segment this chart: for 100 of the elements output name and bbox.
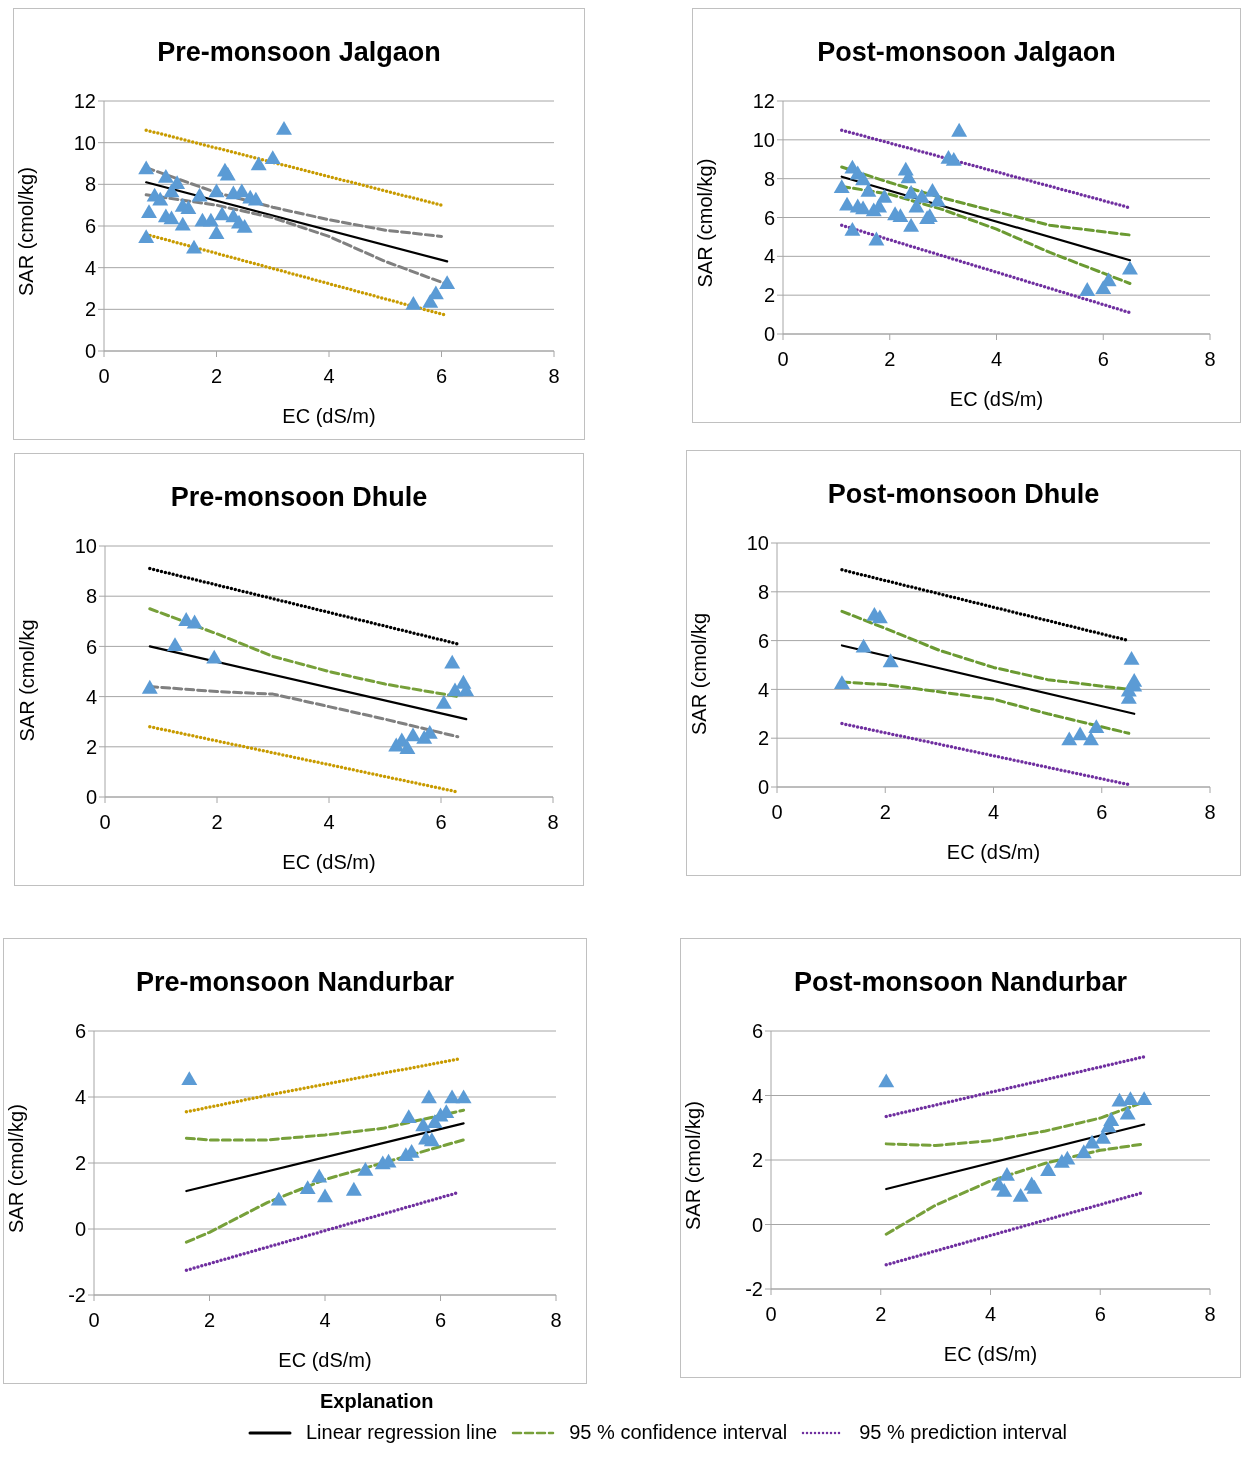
y-tick-label: 12 — [752, 90, 775, 113]
y-tick-label: 0 — [763, 323, 775, 346]
x-tick-label: 2 — [203, 1309, 216, 1332]
y-tick-label: 4 — [763, 245, 775, 268]
point — [208, 225, 225, 239]
y-tick-label: 8 — [84, 173, 96, 196]
x-tick-label: 6 — [435, 365, 448, 388]
chart-title: Post-monsoon Jalgaon — [816, 37, 1117, 69]
y-tick-label: 6 — [763, 206, 775, 229]
point — [181, 1071, 198, 1086]
x-axis-title: EC (dS/m) — [282, 405, 376, 427]
point — [1088, 719, 1105, 734]
x-tick-label: 8 — [1204, 1303, 1216, 1326]
point — [208, 183, 225, 198]
point — [138, 229, 155, 244]
point — [270, 1191, 287, 1206]
point — [878, 1073, 895, 1088]
x-tick-label: 8 — [547, 811, 559, 834]
x-tick-label: 4 — [984, 1303, 997, 1326]
y-axis-title: SAR (cmol/kg) — [682, 1101, 705, 1230]
point — [141, 204, 157, 219]
point — [405, 295, 422, 310]
y-tick-label: 6 — [84, 215, 96, 238]
point — [833, 675, 850, 690]
point — [276, 120, 292, 135]
point — [871, 609, 888, 624]
point — [996, 1183, 1013, 1197]
point — [311, 1168, 328, 1183]
point — [913, 188, 930, 203]
y-axis-title: SAR (cmol/kg) — [5, 1104, 28, 1233]
y-tick-label: 2 — [751, 1149, 763, 1172]
line-series — [184, 1108, 466, 1142]
point — [141, 679, 158, 694]
point — [202, 212, 219, 227]
chart-title: Post-monsoon Dhule — [826, 479, 1101, 511]
point — [1082, 731, 1099, 746]
point — [163, 210, 180, 225]
y-tick-label: 6 — [74, 1020, 86, 1043]
point — [422, 293, 439, 308]
point — [855, 171, 872, 186]
y-tick-label: 2 — [74, 1152, 86, 1175]
point — [1121, 260, 1138, 275]
x-tick-label: 6 — [1094, 1303, 1106, 1326]
point — [1012, 1187, 1029, 1202]
point — [236, 218, 253, 233]
y-tick-label: 6 — [751, 1020, 763, 1043]
point — [868, 231, 885, 246]
point — [405, 727, 421, 742]
point — [444, 654, 461, 669]
x-tick-label: 6 — [1096, 801, 1108, 824]
y-axis-title: SAR (cmol/kg) — [694, 158, 717, 288]
point — [138, 160, 155, 175]
point — [299, 1180, 316, 1194]
x-tick-label: 6 — [1097, 348, 1109, 371]
x-tick-label: 8 — [550, 1309, 562, 1332]
point — [423, 1132, 440, 1147]
point — [882, 653, 899, 668]
point — [1122, 1091, 1139, 1105]
chart-title: Pre-monsoon Jalgaon — [156, 37, 442, 69]
legend-title: Explanation — [320, 1390, 435, 1413]
x-axis-title: EC (dS/m) — [278, 1349, 372, 1371]
y-tick-label: 4 — [84, 256, 96, 279]
y-axis-title: SAR (cmol/kg — [16, 619, 39, 742]
point — [415, 1117, 432, 1132]
y-tick-label: 6 — [757, 629, 769, 652]
point — [400, 1109, 417, 1124]
legend-label: 95 % confidence interval — [569, 1421, 788, 1444]
point — [357, 1162, 374, 1176]
line-series — [184, 1138, 466, 1244]
point — [929, 192, 946, 207]
point — [439, 275, 456, 289]
x-axis-title: EC (dS/m) — [943, 1343, 1038, 1365]
x-tick-label: 8 — [1204, 801, 1216, 824]
point — [157, 168, 174, 183]
point — [1061, 731, 1078, 746]
point — [174, 216, 191, 231]
point — [180, 200, 197, 214]
x-tick-label: 4 — [987, 801, 1000, 824]
point — [1079, 282, 1096, 296]
y-tick-label: 2 — [763, 284, 775, 307]
point — [1111, 1092, 1128, 1107]
chart-title: Post-monsoon Nandurbar — [793, 967, 1128, 999]
legend-label: 95 % prediction interval — [859, 1421, 1068, 1444]
x-tick-label: 0 — [777, 348, 789, 371]
point — [167, 637, 183, 651]
legend-label: Linear regression line — [306, 1421, 498, 1444]
x-tick-label: 4 — [990, 348, 1003, 371]
x-axis-title: EC (dS/m) — [282, 851, 376, 873]
x-tick-label: 2 — [879, 801, 891, 824]
chart-title: Pre-monsoon Dhule — [169, 482, 429, 514]
x-tick-label: 4 — [323, 811, 335, 834]
y-tick-label: 8 — [757, 580, 769, 603]
y-axis-title: SAR (cmol/kg — [688, 612, 711, 735]
point — [214, 206, 231, 221]
point — [1119, 1105, 1136, 1120]
y-tick-label: 0 — [85, 786, 97, 809]
point — [1103, 1112, 1120, 1126]
point — [1075, 1144, 1092, 1159]
point — [191, 187, 208, 202]
y-tick-label: 8 — [85, 585, 97, 608]
